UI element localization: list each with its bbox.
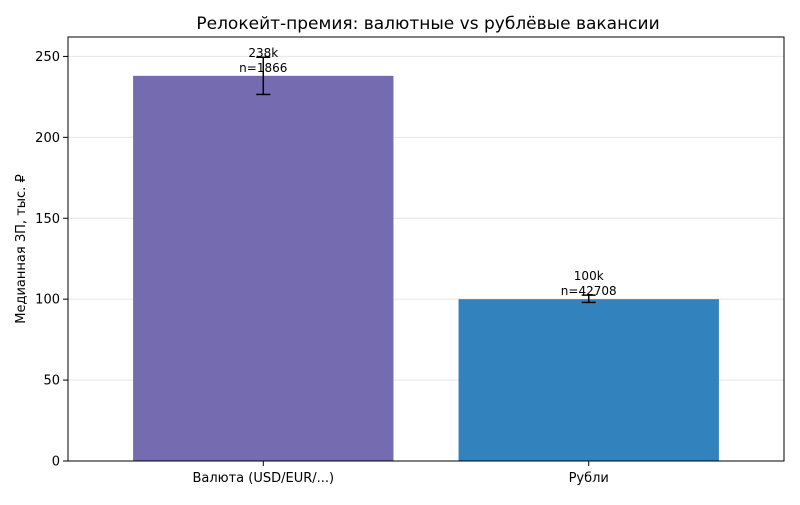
data-label-count: n=1866 (239, 61, 287, 75)
chart-title: Релокейт-премия: валютные vs рублёвые ва… (196, 14, 659, 34)
y-tick-label: 200 (35, 131, 60, 146)
data-label-value: 100k (574, 269, 604, 283)
y-tick-label: 150 (35, 212, 60, 227)
x-tick-label: Рубли (569, 471, 609, 486)
y-tick-label: 50 (43, 374, 60, 389)
tick-layer: 0 50 100 150 200 250 Валюта (USD/EUR/...) Рубли (35, 50, 609, 486)
y-tick-label: 0 (52, 455, 60, 470)
data-label-value: 238k (248, 46, 278, 60)
bar (133, 75, 394, 461)
data-label-count: n=42708 (561, 284, 617, 298)
error-bar-layer (256, 56, 596, 304)
y-axis-label: Медианная ЗП, тыс. ₽ (14, 174, 29, 323)
plot-frame (67, 36, 785, 462)
y-tick-label: 250 (35, 50, 60, 65)
x-tick-label: Валюта (USD/EUR/...) (192, 471, 334, 486)
bar-layer (133, 75, 719, 461)
bar (458, 299, 719, 461)
y-tick-label: 100 (35, 293, 60, 308)
